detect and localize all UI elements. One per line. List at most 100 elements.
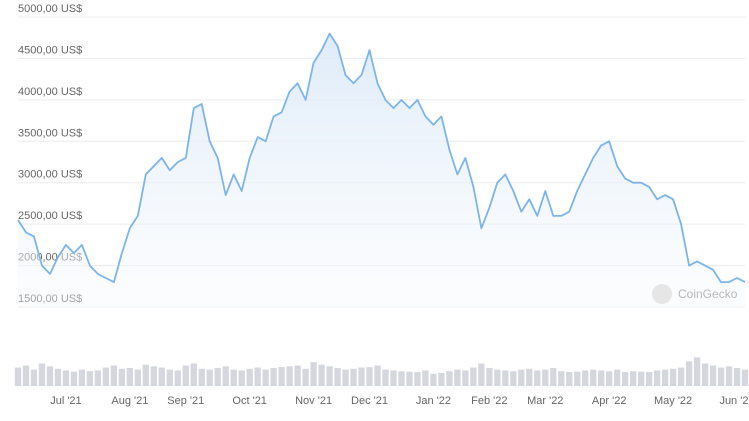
volume-bar (526, 368, 533, 386)
y-tick-label: 4000,00 US$ (18, 86, 82, 98)
volume-bar (709, 365, 717, 386)
x-tick-label: Jun '22 (719, 395, 749, 407)
volume-bar (94, 370, 102, 386)
volume-bar (653, 370, 661, 386)
volume-bar (518, 369, 525, 386)
volume-bar (126, 367, 134, 386)
volume-bar (302, 368, 309, 386)
volume-bar (366, 367, 373, 386)
volume-bar (534, 370, 541, 386)
area (18, 33, 745, 307)
volume-bar (645, 372, 653, 386)
volume-bar (318, 364, 325, 386)
volume-bar (334, 367, 341, 386)
volume-bar (38, 363, 46, 386)
x-tick-label: Feb '22 (471, 395, 507, 407)
volume-bar (494, 369, 501, 386)
volume-bar (110, 365, 118, 386)
volume-bar (725, 366, 733, 386)
volume-bar (70, 371, 78, 386)
volume-bar (478, 363, 485, 386)
volume-bar (158, 367, 165, 386)
volume-bar (470, 367, 477, 386)
volume-bar (398, 371, 405, 386)
x-tick-label: Dec '21 (351, 395, 388, 407)
volume-bar (62, 370, 70, 386)
volume-bar (622, 372, 629, 386)
volume-bar (350, 368, 357, 386)
x-tick-label: Oct '21 (232, 395, 267, 407)
volume-bar (582, 370, 589, 386)
volume-bar (278, 367, 285, 386)
volume-bar (222, 366, 229, 386)
volume-bar (414, 372, 421, 386)
y-tick-label: 3000,00 US$ (18, 169, 82, 181)
volume-bar (661, 369, 669, 386)
x-tick-label: Sep '21 (167, 395, 204, 407)
volume-bar (254, 367, 261, 386)
watermark: CoinGecko (652, 284, 738, 304)
volume-bar (14, 367, 22, 386)
y-tick-label: 2500,00 US$ (18, 210, 82, 222)
x-tick-label: Jul '21 (50, 395, 81, 407)
volume-bar (310, 362, 317, 386)
volume-bar (78, 369, 86, 386)
volume-bar (374, 365, 381, 386)
volume-bar (558, 371, 565, 386)
watermark-icon (652, 284, 672, 304)
y-tick-label: 5000,00 US$ (18, 3, 82, 15)
x-tick-label: Mar '22 (527, 395, 563, 407)
x-tick-label: Nov '21 (295, 395, 332, 407)
watermark-text: CoinGecko (678, 287, 738, 301)
volume-bar (406, 371, 413, 386)
volume-bar (446, 371, 453, 386)
volume-bar (22, 365, 30, 386)
x-tick-label: Jan '22 (416, 395, 451, 407)
volume-bar (286, 366, 293, 386)
volume-bar (86, 371, 94, 386)
volume-bar (382, 369, 389, 386)
y-tick-label: 3500,00 US$ (18, 127, 82, 139)
volume-bar (198, 368, 205, 386)
volume-bar (438, 372, 445, 386)
volume-bar (294, 365, 301, 386)
x-tick-label: May '22 (654, 395, 692, 407)
volume-bar (150, 366, 157, 386)
volume-bar (741, 369, 749, 386)
volume-bar (430, 373, 437, 386)
volume-bar (454, 369, 461, 386)
volume-bar (542, 369, 549, 386)
volume-bar (510, 371, 517, 386)
volume-bar (206, 369, 213, 386)
volume-bar (342, 369, 349, 386)
volume-bar (685, 361, 693, 386)
volume-bar (142, 364, 149, 386)
volume-bar (574, 371, 581, 386)
volume-bar (238, 370, 245, 386)
volume-bar (166, 369, 173, 386)
volume-bar (629, 371, 637, 386)
volume-bar (701, 363, 709, 386)
volume-bar (246, 368, 253, 386)
volume-bar (358, 367, 365, 386)
volume-bar (118, 368, 126, 386)
volume-bar (590, 369, 597, 386)
volume-bar (598, 370, 605, 386)
volume-bar (30, 369, 38, 386)
volume-bar (462, 370, 469, 386)
volume-bar (102, 367, 110, 386)
volume-bar (693, 357, 701, 386)
volume-bar (54, 368, 62, 386)
price-line (17, 32, 746, 283)
volume-bar (174, 370, 181, 386)
x-tick-label: Aug '21 (111, 395, 148, 407)
volume-bar (614, 369, 621, 386)
volume-bar (637, 371, 645, 386)
volume-bar (502, 370, 509, 386)
volume-bar (270, 367, 277, 386)
volume-bar (262, 369, 269, 386)
volume-bar (230, 369, 237, 386)
volume-bar (733, 367, 741, 386)
volume-bar (486, 367, 493, 386)
